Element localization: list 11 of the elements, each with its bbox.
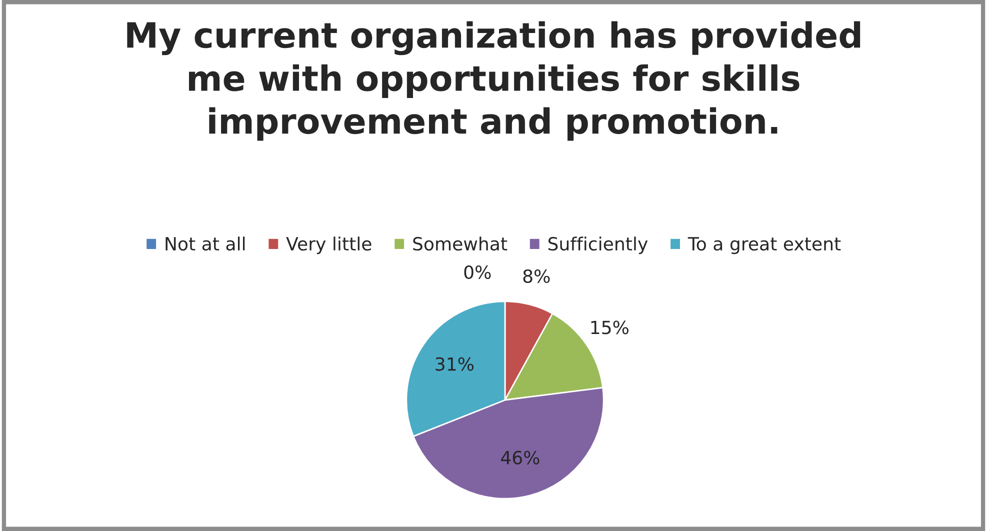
legend-label: To a great extent (688, 237, 841, 254)
legend-label: Very little (286, 236, 372, 254)
data-label: 31% (436, 357, 474, 371)
legend-label: Somewhat (413, 236, 508, 251)
data-label: 15% (591, 320, 628, 334)
chart-title: My current organization has provided me with opportunities for skills improvement and promotion. (127, 21, 860, 141)
data-label: 46% (501, 450, 540, 464)
legend-label: Not at all (166, 236, 245, 251)
legend-label: Sufficiently (548, 236, 648, 254)
text: 0% (464, 265, 491, 280)
data-label: 8% (523, 269, 550, 283)
